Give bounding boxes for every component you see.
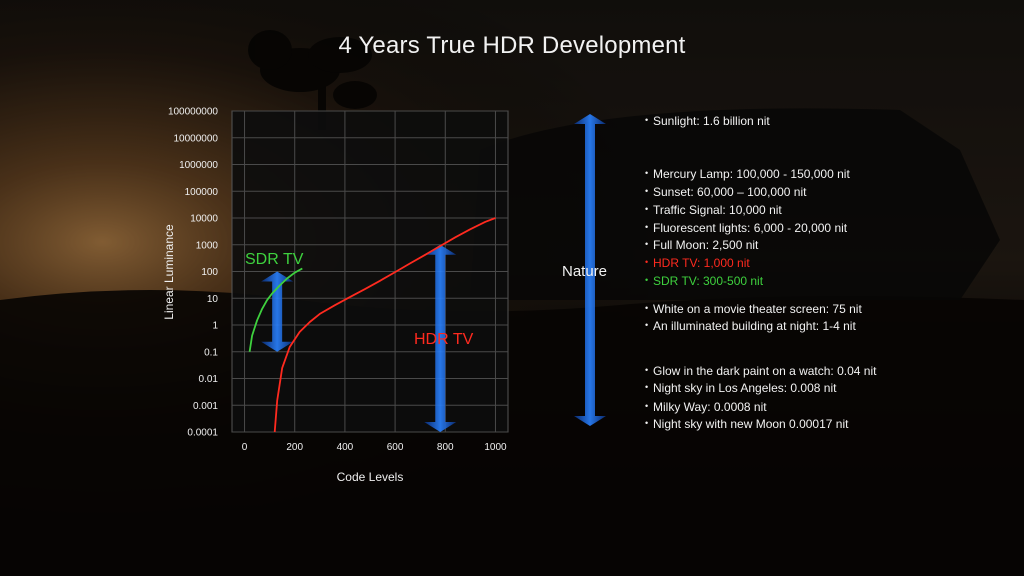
fact-text: Traffic Signal: 10,000 nit — [653, 203, 782, 217]
y-tick-label: 0.0001 — [187, 428, 218, 439]
x-tick-label: 200 — [286, 442, 303, 453]
y-tick-label: 100000 — [185, 187, 219, 198]
luminance-facts-list: • Sunlight: 1.6 billion nit • Mercury Lamp:… — [645, 0, 1015, 576]
fact-item: • An illuminated building at night: 1-4 n… — [645, 318, 856, 333]
hdr-range-arrow — [424, 244, 457, 432]
fact-item: • Fluorescent lights: 6,000 - 20,000 nit — [645, 220, 847, 235]
y-tick-label: 10000000 — [174, 133, 219, 144]
hdr-curve — [273, 217, 496, 433]
y-tick-label: 0.1 — [204, 347, 218, 358]
series-lines — [248, 217, 496, 433]
hdr-tv-label: HDR TV — [414, 331, 474, 348]
fact-item: • Glow in the dark paint on a watch: 0.04… — [645, 363, 876, 378]
sdr-range-arrow — [261, 271, 294, 352]
slide-title: 4 Years True HDR Development — [338, 32, 686, 59]
x-tick-label: 600 — [387, 442, 404, 453]
y-tick-label: 0.001 — [193, 401, 218, 412]
fact-item: • Traffic Signal: 10,000 nit — [645, 202, 782, 217]
fact-text: Fluorescent lights: 6,000 - 20,000 nit — [653, 221, 848, 235]
fact-text: SDR TV: 300-500 nit — [653, 274, 764, 288]
x-tick-labels: 0 200 400 600 800 1000 — [242, 442, 507, 453]
gridlines — [232, 110, 508, 433]
x-tick-label: 400 — [337, 442, 354, 453]
nature-arrow-shape — [574, 114, 606, 426]
bullet-icon: • — [645, 401, 649, 411]
nature-range-arrow — [574, 114, 606, 426]
nature-label: Nature — [562, 263, 608, 280]
fact-item: • Full Moon: 2,500 nit — [645, 237, 758, 252]
bullet-icon: • — [645, 320, 649, 330]
sdr-curve — [248, 267, 303, 352]
bullet-icon: • — [645, 303, 649, 313]
fact-item: • Sunlight: 1.6 billion nit — [645, 113, 770, 128]
fact-text: Sunlight: 1.6 billion nit — [653, 114, 770, 128]
fact-text: An illuminated building at night: 1-4 ni… — [653, 319, 856, 333]
fact-item: • HDR TV: 1,000 nit — [645, 255, 750, 270]
y-tick-labels: 100000000 10000000 1000000 100000 10000 1000 1… — [168, 107, 219, 439]
bullet-icon: • — [645, 186, 649, 196]
bullet-icon: • — [645, 275, 649, 285]
bullet-icon: • — [645, 382, 649, 392]
fact-text: Night sky in Los Angeles: 0.008 nit — [653, 381, 837, 395]
bullet-icon: • — [645, 204, 649, 214]
y-tick-label: 1000 — [196, 240, 219, 251]
x-tick-label: 0 — [242, 442, 248, 453]
bullet-icon: • — [645, 365, 649, 375]
y-tick-label: 1 — [212, 321, 218, 332]
fact-text: Milky Way: 0.0008 nit — [653, 400, 767, 414]
fact-text: Sunset: 60,000 – 100,000 nit — [653, 185, 807, 199]
fact-item: • Sunset: 60,000 – 100,000 nit — [645, 184, 806, 199]
y-tick-label: 1000000 — [179, 160, 218, 171]
bullet-icon: • — [645, 418, 649, 428]
x-tick-label: 1000 — [484, 442, 507, 453]
bullet-icon: • — [645, 115, 649, 125]
fact-item: • SDR TV: 300-500 nit — [645, 273, 763, 288]
y-tick-label: 10 — [207, 294, 219, 305]
bullet-icon: • — [645, 222, 649, 232]
fact-item: • Night sky in Los Angeles: 0.008 nit — [645, 380, 836, 395]
fact-text: Glow in the dark paint on a watch: 0.04 … — [653, 364, 877, 378]
fact-item: • Milky Way: 0.0008 nit — [645, 399, 767, 414]
fact-text: Mercury Lamp: 100,000 - 150,000 nit — [653, 167, 850, 181]
y-tick-label: 100000000 — [168, 107, 218, 118]
y-tick-label: 10000 — [190, 214, 218, 225]
fact-item: • Mercury Lamp: 100,000 - 150,000 nit — [645, 166, 850, 181]
bullet-icon: • — [645, 257, 649, 267]
fact-text: HDR TV: 1,000 nit — [653, 256, 750, 270]
fact-item: • White on a movie theater screen: 75 nit — [645, 301, 862, 316]
bullet-icon: • — [645, 168, 649, 178]
fact-text: Full Moon: 2,500 nit — [653, 238, 759, 252]
bullet-icon: • — [645, 239, 649, 249]
fact-item: • Night sky with new Moon 0.00017 nit — [645, 416, 848, 431]
chart-annotations: SDR TV HDR TV — [245, 251, 474, 348]
range-arrows — [261, 244, 457, 432]
x-axis-label: Code Levels — [337, 470, 404, 484]
y-tick-label: 0.01 — [199, 374, 219, 385]
y-axis-label: Linear Luminance — [162, 224, 176, 320]
sdr-tv-label: SDR TV — [245, 251, 304, 268]
x-tick-label: 800 — [437, 442, 454, 453]
fact-text: Night sky with new Moon 0.00017 nit — [653, 417, 849, 431]
fact-text: White on a movie theater screen: 75 nit — [653, 302, 862, 316]
y-tick-label: 100 — [201, 267, 218, 278]
